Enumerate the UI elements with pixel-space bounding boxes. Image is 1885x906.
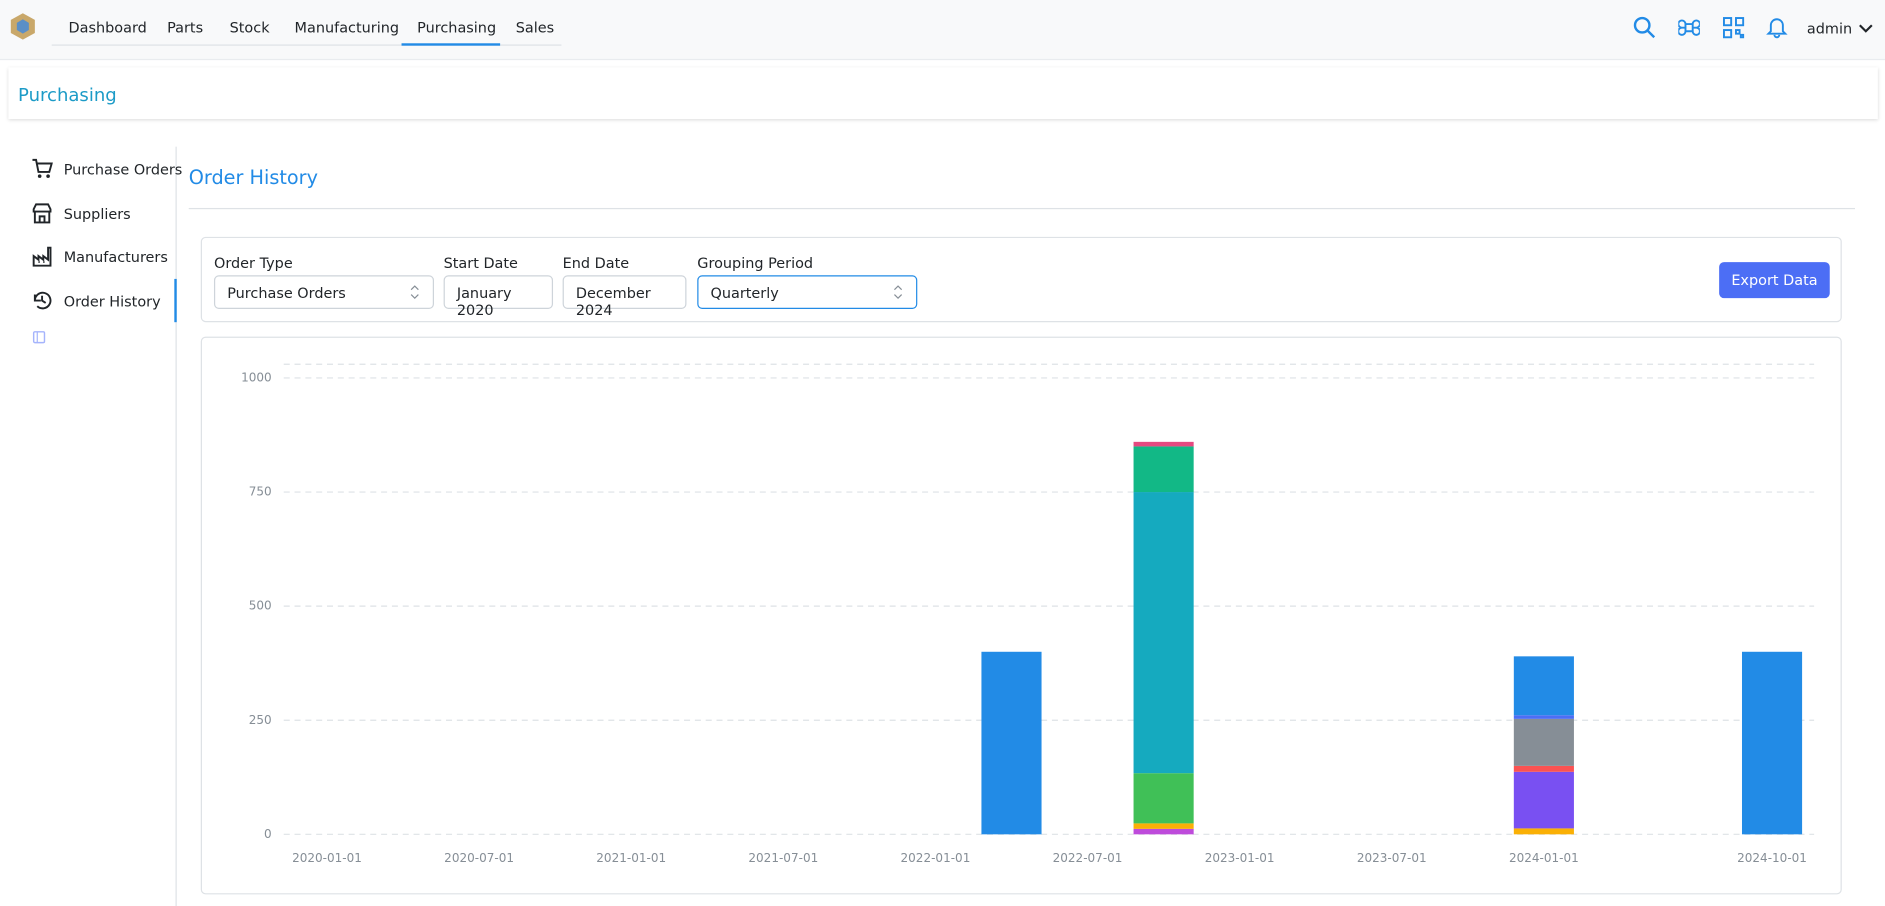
search-icon[interactable]: [1633, 16, 1657, 40]
nav-tab[interactable]: Dashboard: [69, 19, 147, 36]
factory-icon: [31, 245, 53, 267]
active-tab-indicator: [402, 43, 501, 45]
bar-segment: [981, 652, 1041, 835]
x-tick-label: 2021-07-01: [748, 851, 818, 865]
end-date-input[interactable]: December 2024: [563, 275, 687, 309]
sidebar-active-indicator: [174, 279, 176, 322]
panel-rule: [189, 208, 1855, 209]
bar-segment: [1134, 823, 1194, 828]
sidebar-item[interactable]: Suppliers: [64, 206, 131, 223]
user-menu-chevron[interactable]: [1857, 22, 1874, 36]
select-chevron: [409, 285, 421, 299]
grouping-select[interactable]: Quarterly: [697, 275, 917, 309]
history-icon: [31, 290, 53, 312]
bar-segment: [1134, 492, 1194, 773]
x-tick-label: 2020-01-01: [292, 851, 362, 865]
bar-segment: [1514, 715, 1574, 719]
bar-segment: [1514, 656, 1574, 715]
sidebar-item[interactable]: Purchase Orders: [64, 161, 183, 178]
x-tick-label: 2023-01-01: [1205, 851, 1275, 865]
nav-tab[interactable]: Purchasing: [417, 19, 496, 36]
sidebar-item[interactable]: Manufacturers: [64, 249, 168, 266]
bar-segment: [1514, 828, 1574, 834]
nav-tab[interactable]: Sales: [516, 19, 554, 36]
y-tick-label: 250: [249, 713, 272, 727]
order-type-select[interactable]: Purchase Orders: [214, 275, 434, 309]
page-title: Purchasing: [18, 84, 117, 106]
filter-label: Order Type: [214, 255, 293, 272]
bar-segment: [1514, 772, 1574, 829]
y-tick-label: 500: [249, 599, 272, 613]
bar-segment: [1134, 773, 1194, 823]
qr-icon[interactable]: [1723, 17, 1745, 39]
filter-label: Grouping Period: [697, 255, 813, 272]
collapse-icon[interactable]: [32, 331, 45, 344]
x-tick-label: 2021-01-01: [596, 851, 666, 865]
filter-label: End Date: [563, 255, 629, 272]
chart: 0 250 500 750 1000 2020-01-01 2020-07-01 2021-0…: [214, 349, 1829, 882]
sidebar-item[interactable]: Order History: [64, 293, 161, 310]
nav-tab[interactable]: Stock: [230, 19, 270, 36]
nav-tab[interactable]: Parts: [167, 19, 203, 36]
start-date-input[interactable]: January 2020: [444, 275, 553, 309]
top-bar: [0, 0, 1885, 60]
bar-segment: [1514, 719, 1574, 766]
y-tick-label: 750: [249, 485, 272, 499]
panel-title: Order History: [189, 166, 318, 189]
logo[interactable]: [8, 12, 37, 41]
bar-segment: [1134, 446, 1194, 492]
store-icon: [31, 202, 53, 224]
cart-icon: [31, 157, 53, 179]
x-tick-label: 2024-10-01: [1737, 851, 1807, 865]
page-header: [8, 67, 1877, 119]
notification-icon[interactable]: [1766, 14, 1788, 38]
y-tick-label: 0: [264, 827, 272, 841]
x-tick-label: 2020-07-01: [444, 851, 514, 865]
bar-segment: [1514, 766, 1574, 772]
nav-tab[interactable]: Manufacturing: [295, 19, 399, 36]
y-tick-label: 1000: [241, 371, 272, 385]
export-button[interactable]: Export Data: [1719, 262, 1830, 298]
sidebar-divider: [176, 147, 177, 906]
x-tick-label: 2022-01-01: [901, 851, 971, 865]
bar-segment: [1134, 829, 1194, 834]
select-chevron: [892, 285, 904, 299]
command-icon[interactable]: [1678, 17, 1700, 39]
x-tick-label: 2022-07-01: [1053, 851, 1123, 865]
bar-segment: [1742, 652, 1802, 835]
user-menu[interactable]: admin: [1807, 20, 1852, 37]
x-tick-label: 2024-01-01: [1509, 851, 1579, 865]
filter-label: Start Date: [444, 255, 518, 272]
bar-segment: [1134, 442, 1194, 447]
x-tick-label: 2023-07-01: [1357, 851, 1427, 865]
